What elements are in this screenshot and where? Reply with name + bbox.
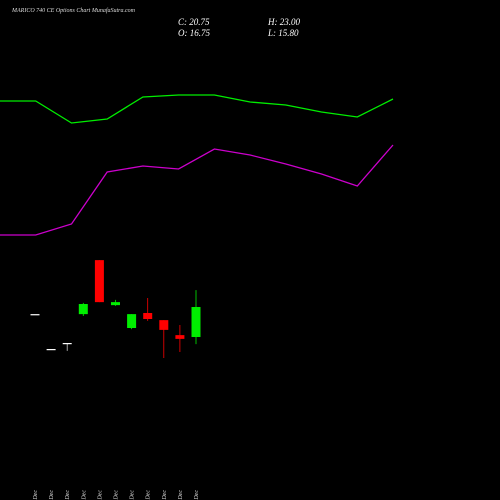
- x-tick-label: 15 Dec: [81, 490, 87, 500]
- x-tick-label: 16 Dec: [97, 490, 103, 500]
- indicator-line: [0, 144, 394, 236]
- open-label: O: 16.75: [178, 28, 210, 38]
- x-tick-label: 24 Dec: [177, 490, 184, 500]
- candle-body: [143, 313, 153, 320]
- x-tick-label: 17 Dec: [114, 490, 120, 500]
- candle-body: [159, 320, 169, 330]
- high-label: H: 23.00: [267, 17, 300, 27]
- x-tick-label: 19 Dec: [130, 490, 136, 500]
- candle-body: [46, 349, 56, 351]
- close-label: C: 20.75: [178, 17, 210, 27]
- candle-body: [191, 307, 201, 338]
- x-tick-label: 10 Dec: [49, 490, 55, 500]
- indicator-line: [0, 94, 394, 124]
- x-tick-label: 23 Dec: [162, 490, 168, 500]
- candle-body: [62, 343, 72, 345]
- x-tick-label: 09 Dec: [33, 490, 39, 500]
- candle-body: [111, 302, 120, 306]
- x-tick-label: 26 Dec: [194, 490, 200, 500]
- chart-title: MARICO 740 CE Options Chart MunafaSutra.…: [11, 7, 136, 14]
- candle-body: [127, 314, 137, 329]
- candle-body: [78, 304, 88, 315]
- candle-body: [175, 335, 185, 339]
- candle-body: [94, 260, 104, 303]
- x-tick-label: 22 Dec: [146, 490, 152, 500]
- candle-body: [30, 314, 40, 316]
- x-tick-label: 12 Dec: [65, 490, 71, 500]
- low-label: L: 15.80: [267, 28, 299, 38]
